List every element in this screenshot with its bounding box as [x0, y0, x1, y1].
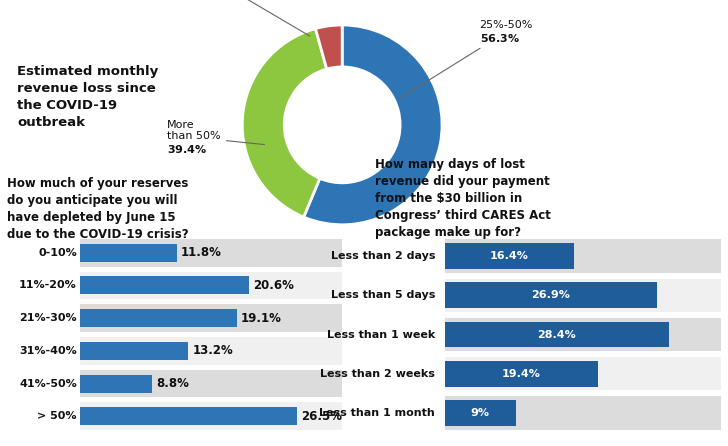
Text: 19.1%: 19.1%: [240, 312, 282, 325]
Text: 9%: 9%: [471, 408, 490, 418]
Bar: [445, 318, 721, 351]
Wedge shape: [315, 25, 342, 69]
Text: 21%-30%: 21%-30%: [19, 313, 77, 323]
Bar: [445, 282, 657, 308]
Text: How much of your reserves
do you anticipate you will
have depleted by June 15
du: How much of your reserves do you anticip…: [7, 177, 189, 241]
Text: 11%-20%: 11%-20%: [19, 281, 77, 290]
Text: 28.4%: 28.4%: [537, 330, 576, 339]
Bar: [80, 407, 297, 425]
Text: > 50%: > 50%: [37, 411, 77, 421]
Text: 31%-40%: 31%-40%: [19, 346, 77, 356]
Wedge shape: [242, 29, 327, 217]
Bar: [445, 240, 721, 273]
Text: 0-10%: 0-10%: [38, 248, 77, 258]
Text: Less than 1 month: Less than 1 month: [320, 408, 435, 418]
Text: Estimated monthly
revenue loss since
the COVID-19
outbreak: Estimated monthly revenue loss since the…: [17, 65, 159, 129]
Bar: [445, 396, 721, 429]
Text: 8.8%: 8.8%: [157, 377, 189, 390]
Text: More
than 50%
$\bf{39.4\%}$: More than 50% $\bf{39.4\%}$: [167, 120, 264, 155]
Bar: [80, 272, 342, 299]
Bar: [80, 239, 342, 267]
Text: 19.4%: 19.4%: [502, 369, 541, 379]
Bar: [445, 357, 721, 390]
Bar: [80, 402, 342, 430]
Text: Less than 1 week: Less than 1 week: [327, 330, 435, 339]
Bar: [80, 342, 188, 360]
Bar: [445, 243, 574, 269]
Text: Less than 5 days: Less than 5 days: [331, 290, 435, 300]
Bar: [445, 322, 669, 347]
Text: 11.8%: 11.8%: [181, 246, 222, 259]
Text: 41%-50%: 41%-50%: [19, 379, 77, 388]
Text: 25%-50%
$\bf{56.3\%}$: 25%-50% $\bf{56.3\%}$: [400, 20, 533, 99]
Text: 16.4%: 16.4%: [490, 251, 529, 261]
Bar: [80, 337, 342, 365]
Bar: [80, 370, 342, 397]
Bar: [445, 400, 515, 426]
Bar: [80, 244, 177, 262]
Text: 13.2%: 13.2%: [192, 344, 233, 357]
Bar: [80, 304, 342, 332]
Bar: [80, 375, 152, 392]
Text: How many days of lost
revenue did your payment
from the $30 billion in
Congress’: How many days of lost revenue did your p…: [375, 158, 551, 239]
Text: 26.9%: 26.9%: [531, 290, 570, 300]
Text: Less than 2 weeks: Less than 2 weeks: [320, 369, 435, 379]
Wedge shape: [304, 25, 442, 225]
Bar: [445, 279, 721, 312]
Text: 25% or less
$\bf{4.2\%}$: 25% or less $\bf{4.2\%}$: [187, 0, 310, 36]
Bar: [80, 309, 237, 327]
Bar: [80, 277, 249, 294]
Text: 26.5%: 26.5%: [301, 410, 342, 423]
Bar: [445, 361, 598, 387]
Text: 20.6%: 20.6%: [253, 279, 294, 292]
Text: Less than 2 days: Less than 2 days: [331, 251, 435, 261]
